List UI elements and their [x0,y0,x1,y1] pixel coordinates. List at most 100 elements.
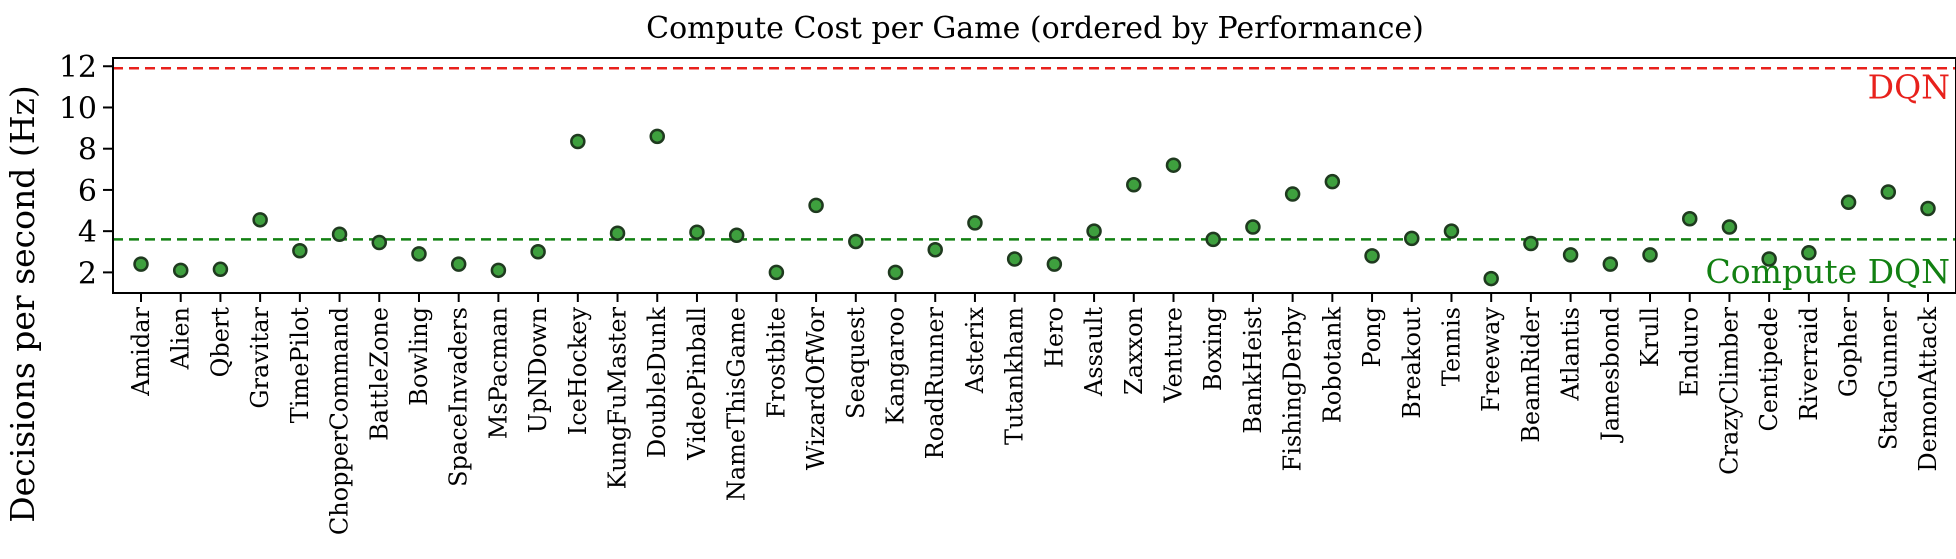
chart-title: Compute Cost per Game (ordered by Perfor… [646,11,1424,46]
data-point [728,227,745,244]
data-point [331,226,348,242]
data-point [1126,177,1142,193]
x-tick-label: Hero [1040,307,1068,368]
x-tick-label: Atlantis [1557,307,1585,402]
data-point [1840,194,1857,211]
x-tick-label: BattleZone [365,307,393,441]
x-tick-label: Venture [1159,307,1187,404]
x-tick-label: NameThisGame [723,307,751,501]
data-point [927,241,943,258]
data-point [292,242,308,259]
x-tick-label: ChopperCommand [326,307,354,535]
y-tick-label: 8 [78,133,97,168]
x-tick-label: Breakout [1398,307,1426,419]
data-point [133,256,149,272]
x-tick-label: CrazyClimber [1715,306,1743,474]
x-tick-label: Asterix [961,307,989,395]
data-point [1404,230,1420,247]
x-tick-label: IceHockey [564,307,592,436]
x-tick-label: DemonAttack [1914,307,1942,472]
data-point [1006,251,1023,267]
x-tick-label: Enduro [1676,307,1704,397]
data-point [1086,223,1102,239]
x-tick-label: DoubleDunk [643,307,671,459]
reference-line-label: DQN [1868,67,1950,106]
x-tick-label: Centipede [1755,307,1783,431]
data-point [1364,248,1380,264]
data-point [411,246,427,262]
data-point [1443,223,1460,239]
x-tick-label: Alien [167,307,195,370]
x-tick-label: FishingDerby [1279,307,1307,472]
x-tick-label: Amidar [127,306,155,396]
x-tick-label: Assault [1080,307,1108,397]
x-tick-label: Zaxxon [1120,307,1148,395]
data-point [1920,200,1936,217]
x-tick-label: BankHeist [1239,307,1267,434]
x-tick-label: Riverraid [1795,307,1823,421]
x-tick-label: Frostbite [762,307,790,418]
data-point [450,256,467,272]
data-point [1523,235,1539,252]
x-tick-label: Gopher [1835,306,1863,397]
data-point [212,261,229,278]
data-point [490,262,507,279]
data-point [609,225,626,241]
x-tick-label: Tennis [1437,307,1465,386]
data-point [1205,231,1221,248]
data-point [649,128,665,145]
y-tick-label: 12 [59,50,97,85]
data-point [1562,247,1579,263]
x-tick-label: WizardOfWor [802,306,830,470]
y-tick-label: 10 [59,91,97,126]
x-tick-label: Kangaroo [882,307,910,425]
data-point [887,264,904,281]
x-tick-label: Jamesbond [1596,307,1624,444]
x-tick-label: Krull [1636,307,1664,367]
x-tick-label: Gravitar [246,306,274,408]
data-point [1483,270,1499,287]
x-tick-label: Qbert [206,307,234,378]
x-tick-label: BeamRider [1517,306,1545,442]
data-point [967,215,983,231]
data-point [689,224,705,240]
data-point [570,133,586,150]
data-point [1165,157,1182,173]
data-point [768,264,785,281]
x-tick-label: VideoPinball [683,307,711,461]
x-tick-label: Boxing [1199,307,1227,391]
x-tick-label: Pong [1358,307,1386,367]
data-point [808,197,824,214]
x-tick-label: MsPacman [484,307,512,439]
x-tick-label: Tutankham [1001,307,1029,445]
y-tick-label: 2 [78,256,97,291]
data-point [1721,219,1738,235]
data-point [1284,186,1301,202]
x-tick-label: Robotank [1318,307,1346,424]
x-tick-label: UpNDown [524,307,552,433]
data-point [848,233,864,250]
y-tick-label: 4 [78,215,97,250]
data-point [1602,256,1619,272]
y-axis-label: Decisions per second (Hz) [3,85,42,523]
x-tick-label: KungFuMaster [604,306,632,489]
plot-frame [112,57,1956,294]
y-tick-label: 6 [78,174,97,209]
x-tick-label: Seaquest [842,307,870,419]
plot-area: 2 4 6 8 10 12 DQN Compute DQN Amidar Alien Qbert Gr… [59,50,1956,535]
x-tick-label: SpaceInvaders [445,307,473,487]
data-point [1801,245,1817,261]
data-point [1324,173,1341,190]
data-point [1642,247,1658,263]
data-point [1880,184,1897,200]
data-point [1245,219,1261,235]
reference-line-label: Compute DQN [1706,252,1950,291]
x-tick-label: TimePilot [286,307,314,424]
data-point [530,244,546,260]
data-point [371,234,388,251]
data-point [1761,251,1777,267]
data-point [1046,256,1063,272]
x-tick-label: Bowling [405,307,433,406]
x-tick-label: StarGunner [1874,306,1902,450]
